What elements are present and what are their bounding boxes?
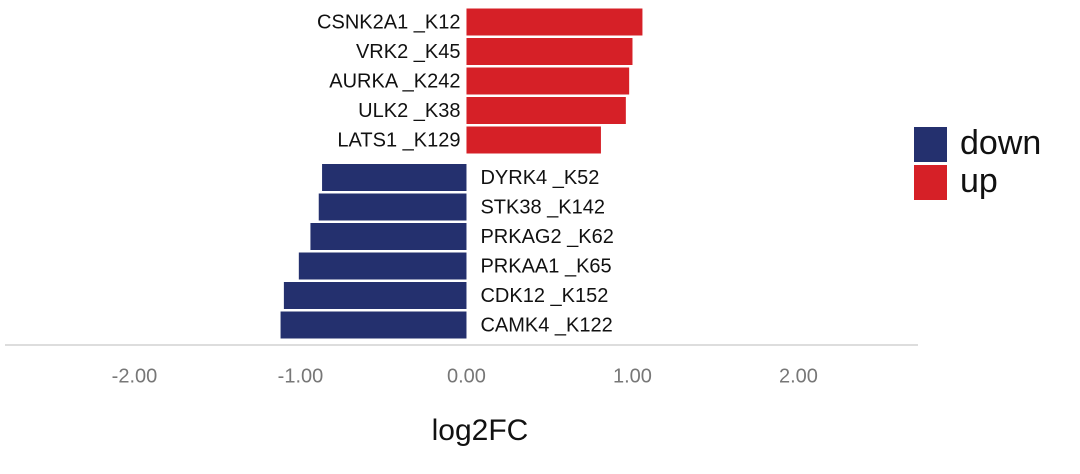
x-tick-label: 0.00 (447, 365, 486, 387)
bar (318, 193, 467, 221)
y-tick-label: DYRK4 _K52 (480, 167, 599, 189)
legend-swatch (914, 127, 947, 162)
legend-label: down (960, 124, 1041, 162)
y-tick-label: CAMK4 _K122 (480, 314, 612, 336)
bar (298, 252, 467, 280)
x-axis-label: log2FC (432, 414, 529, 447)
y-tick-label: STK38 _K142 (480, 196, 605, 218)
x-tick-label: 1.00 (613, 365, 652, 387)
bar (322, 164, 467, 191)
bar (466, 126, 601, 154)
y-tick-label: VRK2 _K45 (356, 41, 461, 63)
legend-label: up (960, 162, 998, 200)
y-tick-label: PRKAG2 _K62 (480, 226, 613, 248)
y-tick-label: AURKA _K242 (329, 70, 460, 92)
y-tick-label: PRKAA1 _K65 (480, 255, 611, 277)
bar (466, 8, 643, 36)
y-tick-label: LATS1 _K129 (337, 129, 460, 151)
bar (466, 38, 633, 65)
legend-swatch (914, 165, 947, 200)
bar (283, 282, 467, 309)
y-tick-label: CSNK2A1 _K12 (317, 11, 460, 33)
bar (280, 311, 467, 339)
x-tick-label: 2.00 (779, 365, 818, 387)
bar (310, 223, 467, 250)
y-tick-label: CDK12 _K152 (480, 285, 608, 307)
x-tick-label: -1.00 (278, 365, 324, 387)
x-tick-label: -2.00 (112, 365, 158, 387)
bar (466, 67, 630, 95)
y-tick-label: ULK2 _K38 (358, 100, 460, 122)
bar (466, 97, 626, 124)
